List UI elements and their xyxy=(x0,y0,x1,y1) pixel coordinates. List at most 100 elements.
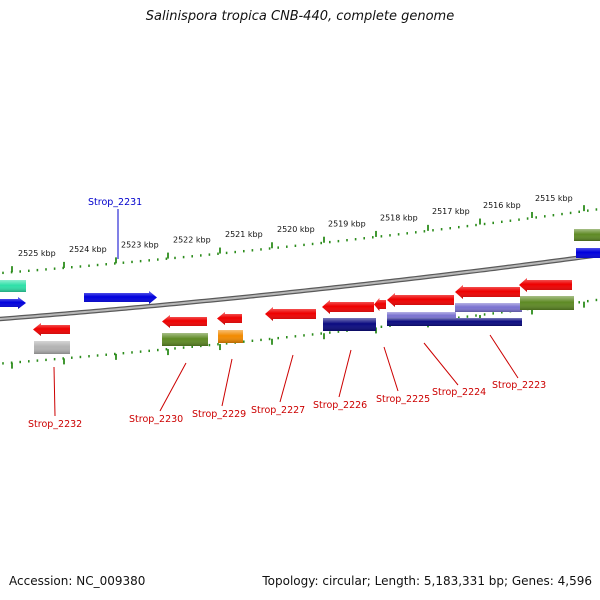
upper-scale-ring-dot xyxy=(36,268,39,272)
upper-scale-ring-dot xyxy=(268,247,271,250)
upper-scale-ring-dot xyxy=(380,235,383,238)
upper-scale-ring-dot xyxy=(182,255,185,259)
lower-scale-ring-dot xyxy=(96,354,99,357)
upper-scale-ring-dot xyxy=(225,251,228,255)
map-title: Salinispora tropica CNB-440, complete ge… xyxy=(145,9,455,24)
lower-scale-ring-dot xyxy=(36,359,39,362)
upper-scale-ring-dot xyxy=(354,238,357,241)
lower-scale-ring-dot xyxy=(105,353,107,356)
upper-scale-ring-dot xyxy=(28,269,30,273)
lower-scale-ring-dot xyxy=(88,355,90,358)
scale-label: 2516 kbp xyxy=(483,201,521,210)
upper-scale-ring-dot xyxy=(552,213,555,217)
gene-feature-lavender-b-shade xyxy=(455,303,522,312)
scale-label: 2515 kbp xyxy=(535,194,573,203)
upper-scale-ring-dot xyxy=(320,241,322,245)
upper-scale-ring-dot xyxy=(105,263,107,266)
gene-label: Strop_2227 xyxy=(251,405,305,416)
upper-scale-ring-dot xyxy=(294,244,297,248)
upper-scale-ring-dot xyxy=(337,239,340,243)
gene-feature-navy-2226-shade xyxy=(323,318,376,331)
scale-label: 2517 kbp xyxy=(432,207,470,216)
scale-label: 2519 kbp xyxy=(328,219,366,228)
upper-scale-ring-dot xyxy=(53,267,56,270)
gene-label: Strop_2226 xyxy=(313,400,367,411)
gene-feature-olive-right-shade xyxy=(574,229,600,241)
gene-feature-teal-shade xyxy=(0,280,26,292)
gene-label: Strop_2231 xyxy=(88,197,142,208)
lower-scale-ring-dot xyxy=(268,337,271,341)
gene-feature-strop-2226-shade xyxy=(322,300,374,314)
lower-scale-ring-dot xyxy=(28,360,30,363)
lower-scale-ring-dot xyxy=(587,299,589,303)
upper-scale-ring-dot xyxy=(329,240,331,244)
upper-scale-ring-dot xyxy=(174,256,176,260)
upper-scale-ring-dot xyxy=(303,243,305,247)
upper-scale-ring-dot xyxy=(415,231,417,234)
upper-scale-ring-dot xyxy=(492,221,494,225)
gene-feature-olive-2223-shade xyxy=(520,296,574,310)
gene-label: Strop_2224 xyxy=(432,387,486,398)
gene-label-leader xyxy=(53,366,56,417)
lower-scale-ring-dot xyxy=(578,301,580,304)
upper-scale-ring-dot xyxy=(165,257,168,260)
gene-label-leader xyxy=(159,362,187,412)
lower-scale-ring-dot xyxy=(114,352,116,356)
lower-scale-ring-dot xyxy=(45,358,47,362)
lower-scale-ring-dot xyxy=(53,357,56,361)
lower-scale-ring-dot xyxy=(225,342,228,345)
upper-scale-ring-dot xyxy=(372,236,374,239)
upper-scale-ring-dot xyxy=(71,266,73,269)
lower-scale-ring-dot xyxy=(208,343,211,347)
upper-scale-ring-dot xyxy=(45,268,47,271)
lower-scale-ring-dot xyxy=(191,345,193,348)
upper-scale-ring-dot xyxy=(286,245,288,248)
gene-label: Strop_2225 xyxy=(376,394,430,405)
scale-label: 2521 kbp xyxy=(225,230,263,239)
upper-scale-ring-dot xyxy=(191,255,193,258)
lower-scale-ring-dot xyxy=(182,346,185,349)
upper-scale-ring-dot xyxy=(501,220,503,224)
upper-scale-ring-dot xyxy=(466,224,469,228)
upper-scale-ring-dot xyxy=(19,270,21,273)
upper-scale-ring-dot xyxy=(251,249,254,252)
gene-label-leader xyxy=(423,342,459,386)
gene-feature-blue-left-shade xyxy=(0,297,26,309)
upper-scale-ring-dot xyxy=(200,254,202,257)
gene-feature-strop-2227-shade xyxy=(265,307,316,321)
lower-scale-ring-dot xyxy=(243,340,245,343)
upper-scale-ring-dot xyxy=(79,265,82,268)
scale-label: 2524 kbp xyxy=(69,245,107,254)
gene-label-leader xyxy=(338,349,352,398)
gene-feature-olive-2230-shade xyxy=(162,333,208,346)
gene-feature-strop-2232-shade xyxy=(33,323,70,336)
upper-scale-ring-dot xyxy=(423,230,426,233)
gene-features xyxy=(0,229,600,354)
lower-scale-ring-dot xyxy=(458,316,460,319)
gene-label: Strop_2223 xyxy=(492,380,546,391)
scale-label: 2525 kbp xyxy=(18,249,56,258)
lower-scale-ring-dot xyxy=(122,352,125,355)
upper-scale-ring-dot xyxy=(432,229,434,232)
lower-scale-ring-dot xyxy=(157,348,159,352)
upper-scale-ring-dot xyxy=(561,212,563,216)
lower-scale-ring-dot xyxy=(483,313,486,316)
upper-scale-ring-dot xyxy=(139,259,142,263)
accession-text: Accession: NC_009380 xyxy=(9,574,146,588)
lower-scale-ring-dot xyxy=(71,356,73,359)
lower-scale-ring-dot xyxy=(286,336,288,339)
upper-scale-ring-dot xyxy=(578,210,580,213)
upper-scale-ring-dot xyxy=(440,228,443,231)
gene-feature-strop-2229-shade xyxy=(217,312,242,325)
upper-scale-ring-dot xyxy=(509,219,512,222)
upper-scale-ring-dot xyxy=(260,248,262,251)
lower-scale-ring-dot xyxy=(217,343,219,346)
lower-scale-ring-dot xyxy=(19,360,21,364)
gene-label: Strop_2232 xyxy=(28,419,82,430)
upper-scale-ring-dot xyxy=(311,242,314,246)
gene-feature-navy-long-shade xyxy=(387,318,522,326)
scale-label: 2523 kbp xyxy=(121,240,159,249)
upper-scale-ring-dot xyxy=(397,233,400,236)
lower-scale-ring-dot xyxy=(260,338,262,342)
upper-scale-ring-dot xyxy=(595,208,598,211)
